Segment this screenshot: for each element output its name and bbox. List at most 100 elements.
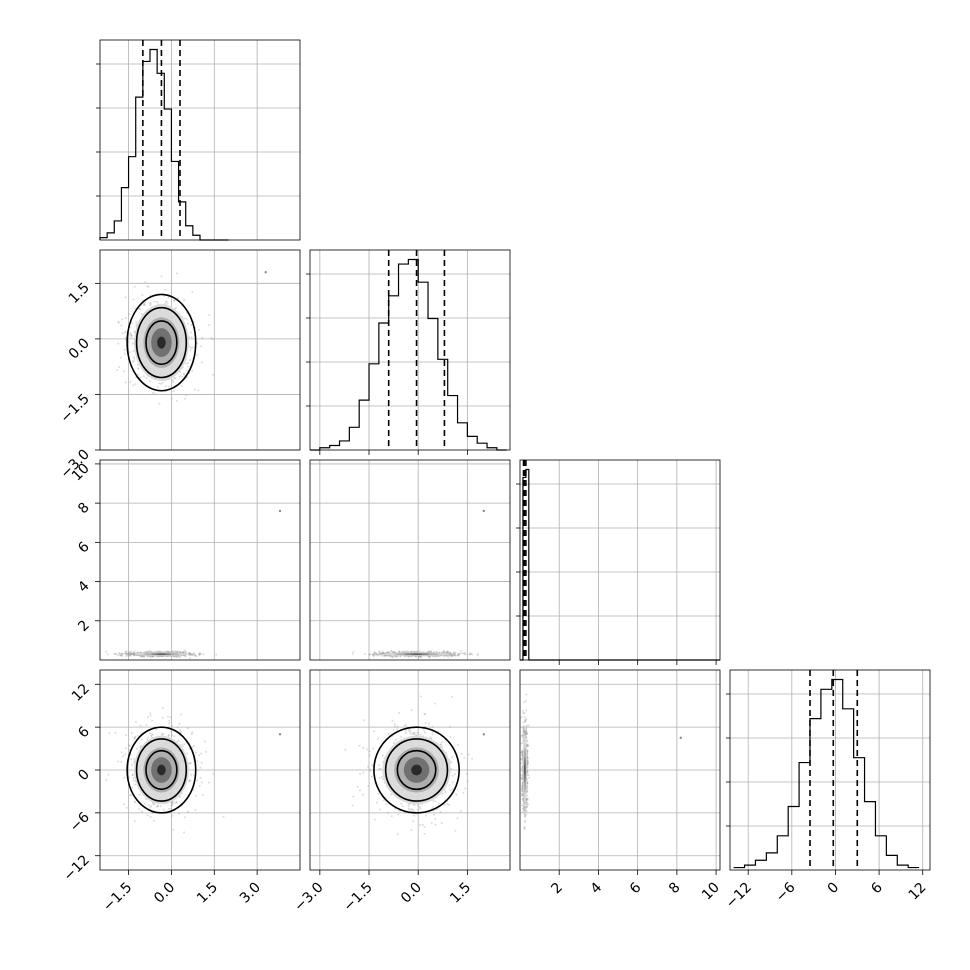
scatter-point (124, 651, 127, 654)
scatter-point (526, 733, 529, 735)
scatter-point (525, 693, 528, 696)
scatter-point (521, 729, 524, 732)
scatter-point (131, 360, 134, 363)
scatter-point (524, 732, 527, 735)
scatter-point (178, 375, 181, 378)
scatter-point (134, 383, 137, 386)
scatter-point (521, 754, 524, 756)
scatter-point (374, 651, 377, 654)
scatter-point (150, 650, 152, 653)
scatter-point (137, 735, 140, 737)
scatter-point (175, 800, 178, 803)
scatter-point (525, 733, 528, 736)
scatter-point (382, 799, 385, 802)
scatter-point (131, 342, 134, 345)
scatter-point (145, 724, 148, 727)
scatter-point (523, 808, 526, 811)
x-tick-label: 8 (666, 880, 684, 898)
scatter-point (179, 651, 182, 654)
scatter-point (142, 655, 145, 658)
scatter-point (528, 776, 531, 779)
scatter-point (526, 750, 529, 753)
scatter-point (124, 650, 127, 653)
grid-lines (520, 670, 720, 870)
panel-frame (309, 459, 511, 661)
scatter-point (425, 814, 427, 817)
scatter-point (200, 761, 203, 764)
left-axis-row3: 12 6 0 −6 −12 (61, 681, 100, 884)
scatter-point (186, 727, 189, 730)
scatter-point (419, 695, 422, 698)
scatter-point (171, 814, 173, 817)
scatter-point (170, 804, 173, 807)
scatter-point (428, 656, 431, 659)
scatter-point (381, 654, 383, 657)
x-tick-label: −12 (723, 880, 755, 912)
scatter-point (180, 743, 183, 746)
scatter-point (183, 649, 186, 652)
scatter-point (352, 795, 355, 798)
scatter-point (525, 730, 528, 733)
density-body (351, 509, 485, 659)
scatter-point (525, 736, 528, 739)
scatter-point (443, 804, 446, 806)
scatter-point (521, 794, 524, 797)
scatter-point (136, 747, 139, 750)
scatter-point (363, 653, 366, 656)
scatter-point (189, 359, 191, 361)
scatter-point (120, 751, 123, 754)
diag-bottom-ticks-2 (558, 660, 717, 665)
scatter-point (181, 745, 184, 748)
scatter-point (359, 789, 361, 792)
scatter-point (182, 651, 185, 654)
scatter-point (431, 806, 434, 809)
scatter-point (445, 651, 448, 654)
scatter-point (382, 654, 385, 657)
scatter-point (381, 651, 384, 654)
scatter-point (370, 775, 373, 778)
scatter-point (442, 650, 445, 653)
scatter-point (523, 716, 526, 719)
scatter-point (367, 785, 370, 788)
scatter-point (454, 829, 457, 832)
scatter-point (132, 652, 135, 655)
scatter-point (387, 651, 390, 654)
scatter-point (413, 733, 416, 736)
scatter-point (156, 804, 159, 807)
scatter-point (128, 653, 130, 656)
scatter-point (208, 314, 211, 317)
density-body (105, 706, 282, 834)
histogram-step (520, 468, 720, 661)
scatter-point (164, 288, 167, 291)
scatter-point (128, 313, 131, 316)
scatter-point (129, 794, 132, 796)
scatter-point (130, 322, 133, 325)
scatter-point (374, 653, 377, 656)
scatter-point (105, 650, 108, 653)
scatter-point (191, 346, 194, 349)
scatter-point (198, 754, 200, 756)
outlier-point (278, 509, 282, 513)
scatter-point (521, 778, 523, 781)
scatter-point (526, 745, 529, 748)
scatter-point (147, 736, 150, 739)
scatter-point (131, 652, 134, 655)
scatter-point (192, 653, 195, 656)
scatter-point (193, 652, 195, 655)
scatter-point (171, 804, 174, 807)
scatter-point (133, 650, 136, 653)
scatter-point (431, 726, 434, 728)
scatter-point (129, 653, 132, 656)
scatter-point (184, 362, 187, 365)
scatter-point (167, 734, 170, 737)
scatter-point (419, 655, 422, 658)
scatter-point (378, 777, 381, 779)
scatter-point (125, 806, 128, 809)
scatter-point (524, 730, 527, 733)
scatter-point (200, 345, 203, 348)
scatter-point (123, 352, 126, 355)
scatter-point (119, 356, 122, 359)
scatter-point (121, 332, 124, 335)
scatter-point (522, 804, 525, 807)
scatter-point (198, 652, 201, 655)
